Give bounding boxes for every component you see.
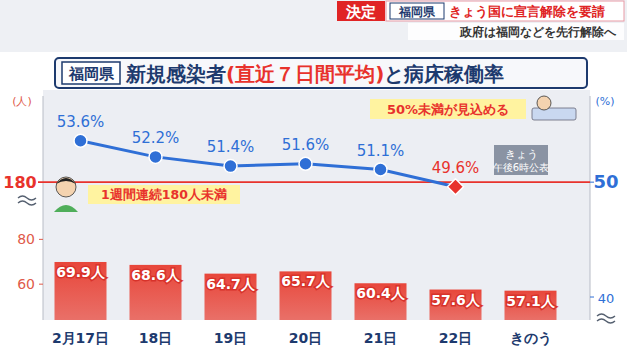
line-marker (74, 134, 87, 147)
bar-label: 69.9人 (56, 264, 106, 280)
headline: きょう国に宣言解除を要請 (449, 4, 605, 19)
x-tick-label: きのう (510, 330, 552, 347)
bar-label: 57.6人 (431, 292, 481, 308)
bed-icon (532, 96, 576, 120)
bar-label: 68.6人 (131, 267, 181, 283)
sub-headline: 政府は福岡などを先行解除へ (459, 25, 617, 39)
chart: 決定福岡県きょう国に宣言解除を要請政府は福岡などを先行解除へ福岡県新規感染者(直… (0, 0, 627, 359)
line-label: 51.4% (207, 138, 255, 156)
place: 福岡県 (398, 5, 436, 19)
person-icon (54, 177, 78, 212)
plot-background (43, 90, 590, 320)
sub-box (408, 23, 624, 40)
bar (280, 271, 332, 320)
line-label: 53.6% (57, 113, 105, 131)
line-marker (149, 150, 162, 163)
title-place-box (62, 62, 120, 84)
background (0, 0, 627, 359)
y-axis-line (43, 96, 44, 320)
x-tick-label: 22日 (439, 330, 472, 346)
threshold-label: 180 (3, 173, 36, 192)
header-band (0, 0, 627, 52)
bar (505, 291, 557, 320)
tag-box (337, 1, 385, 21)
y-axis-label: (人) (12, 95, 32, 108)
title-part: (直近７日間平均) (226, 62, 384, 86)
annotation-box (88, 185, 240, 204)
y2-axis-line (590, 96, 591, 320)
title: 新規感染者(直近７日間平均)と病床稼働率 (125, 62, 504, 86)
y-tick-label: 60 (17, 276, 35, 292)
bar-label: 65.7人 (281, 273, 331, 289)
x-tick-label: 21日 (364, 330, 397, 346)
icon-bed (532, 108, 576, 120)
icon-head (537, 96, 551, 110)
title-part: と病床稼働率 (384, 62, 504, 86)
icon-body (54, 205, 78, 212)
bar (355, 283, 407, 320)
bar-label: 64.7人 (206, 276, 256, 292)
icon-head (56, 177, 76, 197)
annotation: 午後6時公表 (493, 162, 549, 173)
x-tick-label: 18日 (139, 330, 172, 346)
line-label: 51.1% (357, 142, 405, 160)
y2-tick-label: 40 (598, 291, 615, 306)
y-tick (39, 239, 43, 240)
tag: 決定 (345, 3, 376, 21)
headline-box (386, 1, 624, 21)
place-box (390, 3, 444, 19)
y-tick-label: 80 (17, 231, 35, 247)
line-marker (448, 179, 464, 195)
bar (130, 265, 182, 320)
title-part: 新規感染者 (125, 62, 226, 86)
annotation-box (370, 99, 526, 119)
line (81, 141, 456, 187)
bar (205, 274, 257, 320)
line-label: 51.6% (282, 136, 330, 154)
bar (55, 262, 107, 320)
icon-hair (56, 178, 76, 184)
bar-label: 57.1人 (506, 293, 556, 309)
bars (55, 262, 557, 320)
line-label: 49.6% (432, 159, 480, 177)
threshold-line (38, 181, 590, 183)
annotation: 50%未満が見込める (387, 102, 509, 117)
annotation: きょう (505, 148, 538, 161)
line-marker (299, 157, 312, 170)
y-tick (39, 284, 43, 285)
bar-label: 60.4人 (356, 285, 406, 301)
title-box (55, 58, 587, 88)
x-tick-label: 2月17日 (52, 330, 109, 346)
y2-tick (590, 297, 594, 298)
axis-break (18, 196, 36, 205)
y2-axis-label: (%) (595, 95, 614, 108)
title-place: 福岡県 (68, 65, 115, 83)
line-marker (374, 163, 387, 176)
bar (430, 290, 482, 320)
x-axis-band (0, 320, 627, 359)
line-marker (224, 160, 237, 173)
x-tick-label: 20日 (289, 330, 322, 346)
x-tick-label: 19日 (214, 330, 247, 346)
annotation: 1週間連続180人未満 (101, 187, 227, 202)
line-label: 52.2% (132, 129, 180, 147)
axis-break (597, 314, 615, 323)
y2-tick-label: 50 (593, 171, 618, 192)
